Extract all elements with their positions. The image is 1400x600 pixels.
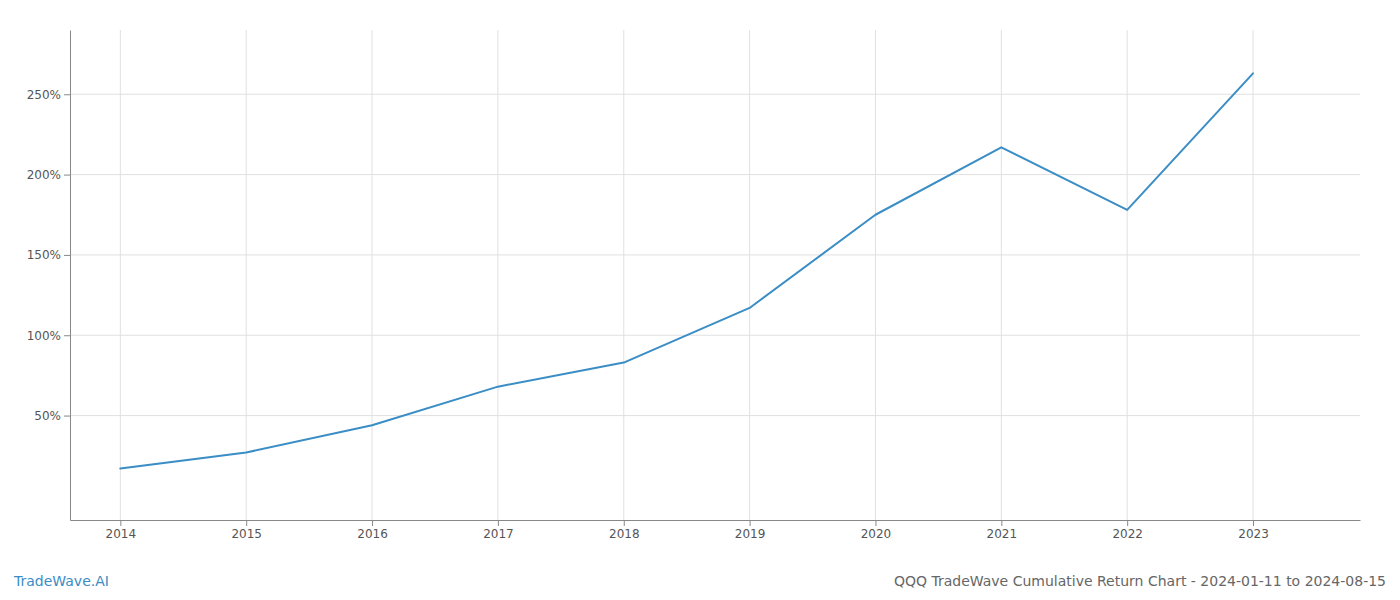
tick-label: 2017 <box>483 527 514 541</box>
grid-line <box>372 30 373 520</box>
tick-label: 150% <box>27 248 61 262</box>
grid-line <box>497 30 498 520</box>
tick-mark <box>64 335 70 336</box>
tick: 2023 <box>1238 520 1269 541</box>
tick-mark <box>624 520 625 526</box>
tick-mark <box>64 175 70 176</box>
tick-label: 2022 <box>1112 527 1143 541</box>
tick-label: 2019 <box>735 527 766 541</box>
tick-label: 2020 <box>861 527 892 541</box>
watermark: TradeWave.AI <box>13 573 109 589</box>
tick-mark <box>64 255 70 256</box>
grid-line <box>1001 30 1002 520</box>
tick-label: 2018 <box>609 527 640 541</box>
line <box>120 73 1253 468</box>
tick-mark <box>875 520 876 526</box>
grid-line <box>749 30 750 520</box>
tick-mark <box>1127 520 1128 526</box>
tick-mark <box>64 94 70 95</box>
tick: 250% <box>27 88 70 102</box>
tick: 100% <box>27 329 70 343</box>
tick-mark <box>246 520 247 526</box>
tick-mark <box>498 520 499 526</box>
axis-line <box>70 31 71 521</box>
grid-line <box>70 415 1360 416</box>
tick-label: 2014 <box>106 527 137 541</box>
grid-line <box>70 335 1360 336</box>
tick-label: 2015 <box>231 527 262 541</box>
x-axis: 2014 2015 2016 2017 2018 2019 2020 2021 2022 2023 <box>71 520 1361 541</box>
tick: 2022 <box>1112 520 1143 541</box>
tick: 2015 <box>231 520 262 541</box>
grid-line <box>70 254 1360 255</box>
tick-label: 50% <box>34 409 61 423</box>
grid-line <box>120 30 121 520</box>
tick-label: 2021 <box>987 527 1018 541</box>
y-axis: 50% 100% 150% 200% 250% <box>27 31 71 521</box>
tick: 2019 <box>735 520 766 541</box>
tick-label: 2016 <box>357 527 388 541</box>
tick-label: 2023 <box>1238 527 1269 541</box>
plot-area: 2014 2015 2016 2017 2018 2019 2020 2021 2022 2023… <box>27 30 1361 541</box>
grid-line <box>623 30 624 520</box>
tick-label: 100% <box>27 329 61 343</box>
grid-line <box>246 30 247 520</box>
grid-line <box>1127 30 1128 520</box>
tick-mark <box>750 520 751 526</box>
tick: 2021 <box>987 520 1018 541</box>
chart: 2014 2015 2016 2017 2018 2019 2020 2021 2022 2023… <box>0 0 1400 600</box>
tick: 2018 <box>609 520 640 541</box>
tick: 2020 <box>861 520 892 541</box>
tick-mark <box>1253 520 1254 526</box>
tick: 2017 <box>483 520 514 541</box>
grid-line <box>1253 30 1254 520</box>
tick-label: 200% <box>27 168 61 182</box>
tick-mark <box>64 416 70 417</box>
grid <box>70 30 1360 520</box>
tick-label: 250% <box>27 88 61 102</box>
title: QQQ TradeWave Cumulative Return Chart - … <box>894 573 1386 589</box>
tick: 200% <box>27 168 70 182</box>
axis-line <box>71 520 1361 521</box>
tick: 150% <box>27 248 70 262</box>
tick-mark <box>120 520 121 526</box>
tick-mark <box>1001 520 1002 526</box>
grid-line <box>70 174 1360 175</box>
tick: 2014 <box>106 520 137 541</box>
marks <box>120 73 1253 468</box>
grid-line <box>70 94 1360 95</box>
tick-mark <box>372 520 373 526</box>
tick: 50% <box>34 409 70 423</box>
tick: 2016 <box>357 520 388 541</box>
grid-line <box>875 30 876 520</box>
